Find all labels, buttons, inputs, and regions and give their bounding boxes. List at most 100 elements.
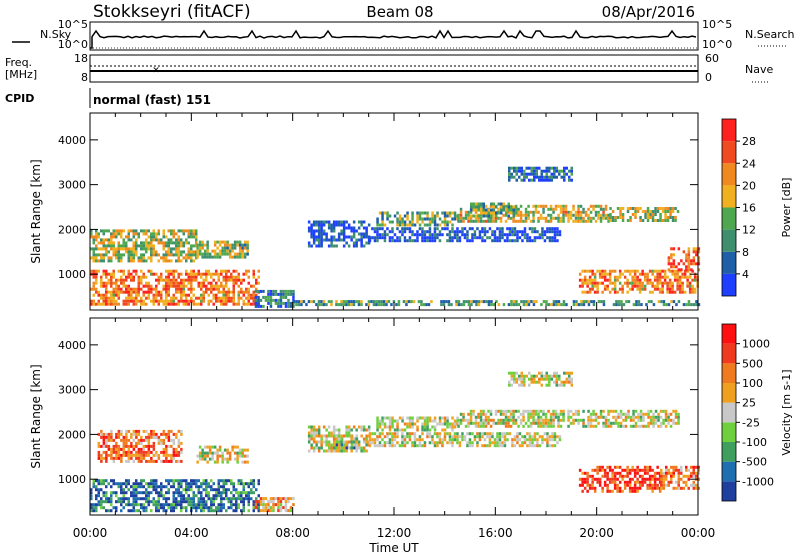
range-cell — [140, 438, 143, 442]
range-cell — [517, 213, 520, 217]
range-cell — [513, 371, 516, 375]
range-cell — [448, 233, 452, 237]
range-cell — [187, 272, 190, 276]
range-cell — [310, 434, 313, 438]
range-cell — [438, 223, 442, 227]
range-cell — [478, 230, 482, 234]
range-cell — [140, 441, 143, 445]
range-cell — [155, 284, 158, 288]
range-cell — [593, 290, 597, 294]
range-cell — [506, 239, 509, 243]
range-cell — [653, 269, 657, 273]
range-cell — [282, 506, 285, 510]
range-cell — [357, 303, 361, 307]
range-cell — [671, 287, 674, 291]
range-cell — [411, 444, 414, 448]
range-cell — [551, 432, 554, 436]
range-cell — [155, 453, 158, 457]
range-cell — [426, 422, 429, 426]
range-cell — [222, 479, 225, 483]
range-cell — [662, 300, 666, 304]
range-cell — [112, 235, 115, 239]
range-cell — [182, 241, 185, 245]
range-cell — [92, 293, 95, 297]
range-cell — [641, 477, 644, 481]
range-cell — [560, 303, 563, 307]
range-cell — [513, 435, 517, 439]
range-cell — [510, 175, 513, 179]
range-cell — [680, 268, 683, 272]
range-cell — [468, 227, 472, 231]
range-cell — [102, 244, 105, 248]
range-cell — [235, 488, 238, 492]
range-cell — [130, 435, 133, 439]
range-cell — [626, 281, 629, 285]
range-cell — [602, 213, 605, 217]
range-cell — [670, 480, 673, 484]
range-cell — [150, 485, 153, 489]
range-cell — [510, 371, 513, 375]
range-cell — [606, 489, 609, 493]
range-cell — [320, 446, 323, 450]
range-cell — [626, 278, 629, 282]
range-cell — [516, 435, 519, 439]
range-cell — [207, 506, 210, 510]
range-cell — [122, 241, 125, 245]
range-cell — [252, 290, 255, 294]
range-cell — [250, 497, 253, 501]
range-cell — [243, 454, 247, 458]
range-cell — [544, 415, 548, 419]
range-cell — [243, 460, 247, 464]
range-cell — [127, 259, 130, 263]
range-cell — [302, 300, 306, 304]
range-cell — [226, 457, 229, 461]
range-cell — [355, 238, 358, 242]
range-cell — [534, 204, 538, 208]
range-cell — [317, 303, 321, 307]
range-cell — [368, 444, 372, 448]
range-cell — [297, 303, 301, 307]
range-cell — [332, 446, 336, 450]
range-cell — [448, 425, 452, 429]
range-cell — [603, 269, 607, 273]
range-cell — [656, 275, 659, 279]
range-cell — [127, 235, 130, 239]
range-cell — [463, 435, 467, 439]
range-cell — [582, 303, 586, 307]
range-cell — [196, 255, 199, 259]
range-cell — [403, 435, 407, 439]
scatter-region — [196, 240, 249, 259]
range-cell — [531, 227, 534, 231]
range-cell — [167, 272, 170, 276]
range-cell — [458, 230, 462, 234]
range-cell — [110, 232, 113, 236]
range-cell — [232, 302, 235, 306]
range-cell — [345, 446, 349, 450]
range-cell — [495, 214, 498, 218]
range-cell — [155, 290, 158, 294]
range-cell — [555, 303, 558, 307]
range-cell — [527, 424, 530, 428]
range-cell — [401, 416, 404, 420]
range-cell — [127, 509, 130, 513]
range-cell — [396, 239, 399, 243]
range-cell — [614, 219, 617, 222]
range-cell — [608, 480, 612, 484]
range-cell — [187, 497, 190, 501]
range-cell — [230, 500, 233, 504]
range-cell — [426, 416, 429, 420]
range-cell — [416, 211, 419, 215]
range-cell — [267, 500, 270, 504]
range-cell — [507, 210, 510, 214]
range-cell — [537, 409, 540, 413]
range-cell — [697, 486, 700, 490]
range-cell — [406, 425, 409, 429]
range-cell — [457, 421, 460, 425]
range-cell — [337, 437, 341, 441]
range-cell — [160, 278, 163, 282]
range-cell — [401, 441, 404, 445]
range-cell — [665, 483, 668, 487]
range-cell — [493, 239, 497, 243]
range-cell — [504, 415, 508, 419]
